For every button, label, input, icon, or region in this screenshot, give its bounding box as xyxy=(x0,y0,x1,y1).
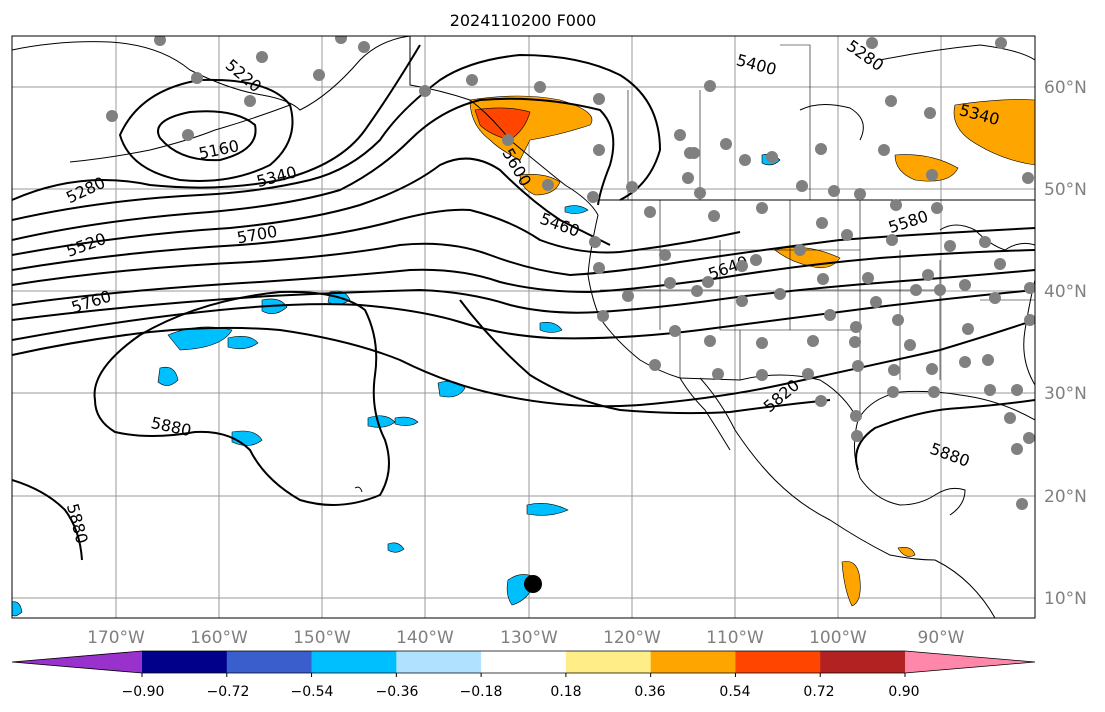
lat-label: 20°N xyxy=(1044,487,1087,507)
colorbar-tick: −0.90 xyxy=(122,684,165,700)
colorbar-swatch xyxy=(735,651,821,673)
positive-shade-east xyxy=(953,99,1035,166)
positive-shade-mexico xyxy=(841,561,861,607)
height-contours xyxy=(12,44,1035,561)
lat-label: 50°N xyxy=(1044,180,1087,200)
colorbar-tick: 0.36 xyxy=(634,684,665,700)
latitude-labels: 60°N 50°N 40°N 30°N 20°N 10°N xyxy=(1044,78,1087,609)
baja xyxy=(679,377,731,451)
contour-5280 xyxy=(12,44,421,201)
contour-5760 xyxy=(12,289,1035,341)
lon-label: 140°W xyxy=(396,628,454,648)
contour-5520 xyxy=(12,208,741,271)
contour-5880-east xyxy=(855,399,1035,471)
colorbar-tick: −0.72 xyxy=(207,684,250,700)
lat-label: 10°N xyxy=(1044,589,1087,609)
colorbar-tick: −0.18 xyxy=(460,684,503,700)
negative-shade-10 xyxy=(526,503,569,516)
highlight-marker xyxy=(524,575,542,593)
contour-5640 xyxy=(12,249,1035,306)
contour-5880-sw xyxy=(12,479,83,561)
lon-label: 90°W xyxy=(918,628,965,648)
alaska-coast xyxy=(12,36,411,111)
colorbar-tick: −0.54 xyxy=(291,684,334,700)
lat-label: 40°N xyxy=(1044,282,1087,302)
colorbar-swatch xyxy=(481,651,567,673)
negative-shade-15 xyxy=(539,322,563,333)
colorbar-swatch xyxy=(226,651,313,673)
contour-5700 xyxy=(12,269,1035,321)
lon-label: 120°W xyxy=(603,628,661,648)
canada-north xyxy=(879,44,1035,61)
colorbar-swatch xyxy=(650,651,736,673)
contour-5580 xyxy=(12,227,1035,286)
yucatan xyxy=(934,487,966,516)
us-mexico-border xyxy=(679,374,859,421)
contour-5160 xyxy=(157,110,257,162)
colorbar-tick: 0.18 xyxy=(550,684,581,700)
negative-shade-11 xyxy=(387,542,405,553)
map-border xyxy=(11,35,1036,619)
colorbar-ticks: −0.90 −0.72 −0.54 −0.36 −0.18 0.18 0.36 … xyxy=(122,684,920,700)
longitude-labels: 170°W 160°W 150°W 140°W 130°W 120°W 110°… xyxy=(87,628,965,648)
colorbar-tick: 0.90 xyxy=(888,684,919,700)
colorbar-extend-high xyxy=(905,651,1035,673)
colorbar: −0.90 −0.72 −0.54 −0.36 −0.18 0.18 0.36 … xyxy=(11,650,1036,700)
negative-shade-2 xyxy=(227,336,259,350)
shaded-fields xyxy=(12,95,1035,617)
colorbar-tick: 0.54 xyxy=(719,684,750,700)
map-area: 5220 5160 5280 5340 5520 5700 5760 5880 … xyxy=(12,36,1035,618)
figure-title: 2024110200 F000 xyxy=(450,11,597,30)
negative-shade-9 xyxy=(394,416,419,426)
contour-5400 xyxy=(12,97,615,241)
hudson-bay xyxy=(799,104,864,141)
lon-label: 100°W xyxy=(809,628,867,648)
colorbar-swatches xyxy=(11,650,1036,677)
positive-shade-gulf xyxy=(897,547,916,557)
colorbar-extend-low xyxy=(12,651,142,673)
lat-label: 30°N xyxy=(1044,384,1087,404)
lon-label: 170°W xyxy=(87,628,145,648)
colorbar-swatch xyxy=(142,651,228,673)
lon-label: 160°W xyxy=(190,628,248,648)
admin-borders xyxy=(600,44,1035,420)
colorbar-swatch xyxy=(565,651,652,673)
colorbar-tick: −0.36 xyxy=(376,684,419,700)
station-markers xyxy=(106,36,1035,510)
colorbar-swatch xyxy=(820,651,906,673)
mexico-west xyxy=(699,377,936,561)
colorbar-tick: 0.72 xyxy=(803,684,834,700)
negative-shade-5 xyxy=(157,366,179,386)
colorbar-swatch xyxy=(311,651,397,673)
contour-5220 xyxy=(118,78,294,182)
lon-label: 130°W xyxy=(500,628,558,648)
lon-label: 110°W xyxy=(706,628,764,648)
contour-5820 xyxy=(12,319,1035,408)
central-america xyxy=(934,559,996,618)
contour-5880-west xyxy=(93,290,390,506)
negative-shade-16 xyxy=(12,601,23,617)
lon-label: 150°W xyxy=(293,628,351,648)
colorbar-swatch xyxy=(396,651,482,673)
lat-label: 60°N xyxy=(1044,78,1087,98)
negative-shade-14 xyxy=(564,205,589,214)
contour-5460 xyxy=(12,157,611,256)
hawaii xyxy=(354,486,363,493)
positive-shade-plains xyxy=(894,154,959,182)
contour-5880-pacific xyxy=(459,299,831,415)
